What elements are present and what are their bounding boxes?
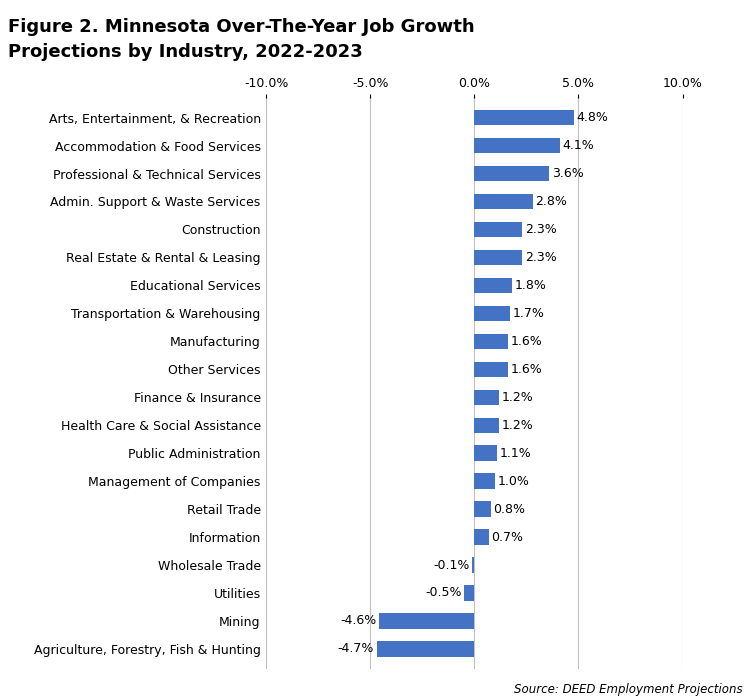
Bar	[474, 138, 560, 153]
Bar	[472, 557, 474, 573]
Bar	[474, 501, 491, 517]
Bar	[474, 417, 500, 433]
Text: Source: DEED Employment Projections: Source: DEED Employment Projections	[514, 683, 742, 696]
Bar	[474, 334, 508, 349]
Text: -4.7%: -4.7%	[338, 643, 374, 655]
Bar	[474, 110, 574, 125]
Bar	[474, 222, 522, 237]
Bar	[379, 613, 474, 629]
Bar	[474, 166, 549, 181]
Text: Figure 2. Minnesota Over-The-Year Job Growth: Figure 2. Minnesota Over-The-Year Job Gr…	[8, 18, 474, 36]
Text: 2.3%: 2.3%	[525, 223, 556, 236]
Bar	[474, 278, 512, 293]
Text: 1.2%: 1.2%	[502, 419, 533, 432]
Text: 1.0%: 1.0%	[498, 475, 530, 488]
Text: 0.8%: 0.8%	[494, 503, 526, 516]
Bar	[474, 250, 522, 265]
Bar	[376, 641, 474, 657]
Text: 0.7%: 0.7%	[491, 531, 524, 544]
Text: 1.7%: 1.7%	[512, 307, 544, 320]
Text: -0.5%: -0.5%	[425, 587, 461, 599]
Bar	[474, 529, 489, 545]
Text: 4.8%: 4.8%	[577, 111, 609, 124]
Text: 2.3%: 2.3%	[525, 251, 556, 264]
Text: -4.6%: -4.6%	[340, 615, 376, 627]
Text: -0.1%: -0.1%	[433, 559, 470, 571]
Text: 1.6%: 1.6%	[510, 363, 542, 376]
Text: Projections by Industry, 2022-2023: Projections by Industry, 2022-2023	[8, 43, 362, 62]
Bar	[474, 194, 532, 209]
Bar	[474, 445, 497, 461]
Text: 1.1%: 1.1%	[500, 447, 532, 460]
Text: 2.8%: 2.8%	[536, 195, 567, 208]
Text: 3.6%: 3.6%	[552, 167, 584, 180]
Bar	[464, 585, 474, 601]
Bar	[474, 362, 508, 377]
Text: 1.8%: 1.8%	[514, 279, 546, 292]
Bar	[474, 389, 500, 405]
Bar	[474, 306, 510, 321]
Text: 4.1%: 4.1%	[562, 139, 594, 152]
Bar	[474, 473, 495, 489]
Text: 1.6%: 1.6%	[510, 335, 542, 348]
Text: 1.2%: 1.2%	[502, 391, 533, 404]
